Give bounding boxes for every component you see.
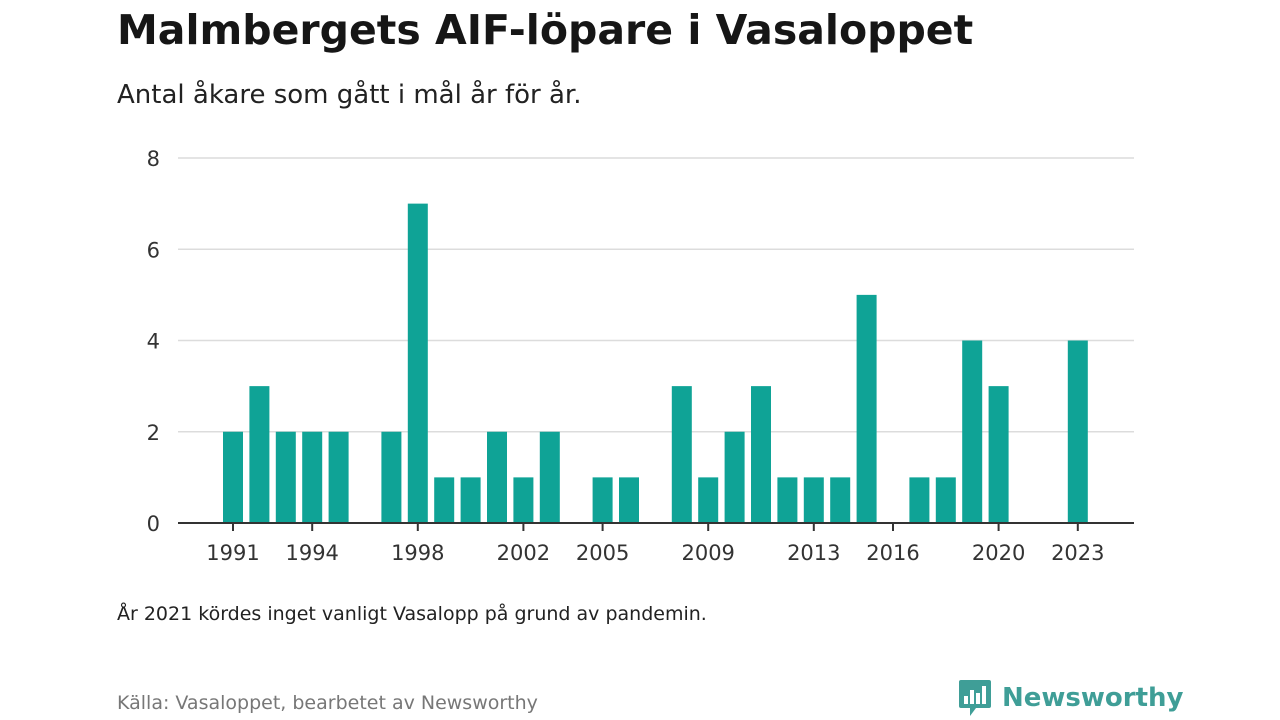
bar-2020 (988, 386, 1009, 523)
source-credit: Källa: Vasaloppet, bearbetet av Newswort… (117, 692, 538, 714)
axes: 0 2 4 6 8 1991 1994 1998 2002 2005 2009 2013 2016 202… (147, 147, 1134, 565)
y-tick-label: 8 (147, 147, 160, 171)
x-tick-label: 2002 (497, 541, 550, 565)
bar-2001 (487, 431, 507, 523)
bar-2019 (962, 340, 983, 523)
bar-2012 (777, 477, 798, 523)
chart-note: År 2021 kördes inget vanligt Vasalopp på… (117, 603, 707, 625)
y-tick-label: 0 (147, 512, 160, 536)
x-tick-label: 2020 (972, 541, 1025, 565)
y-tick-label: 4 (147, 330, 160, 354)
bar-1997 (381, 431, 402, 523)
newsworthy-logo-icon (959, 680, 991, 716)
bar-2008 (671, 386, 692, 523)
brand-name: Newsworthy (1002, 683, 1184, 713)
bar-2015 (856, 294, 877, 523)
x-tick-label: 2005 (576, 541, 629, 565)
x-tick-label: 2009 (681, 541, 734, 565)
bar-1992 (249, 386, 270, 523)
x-tick-label: 2023 (1051, 541, 1104, 565)
bar-1999 (434, 477, 455, 523)
bar-1993 (275, 431, 296, 523)
chart-title: Malmbergets AIF-löpare i Vasaloppet (117, 6, 974, 54)
x-tick-label: 2016 (866, 541, 919, 565)
x-tick-label: 1994 (285, 541, 338, 565)
y-tick-label: 2 (147, 421, 160, 445)
bar-1998 (407, 203, 428, 523)
bar-2014 (830, 477, 851, 523)
bar-2003 (539, 431, 560, 523)
bar-2023 (1067, 340, 1088, 523)
bar-2013 (803, 477, 824, 523)
x-tick-label: 1991 (206, 541, 259, 565)
bar-2000 (460, 477, 481, 523)
bar-2009 (698, 477, 719, 523)
x-tick-label: 1998 (391, 541, 444, 565)
bar-2005 (592, 477, 613, 523)
bar-1994 (302, 431, 323, 523)
bars (223, 203, 1088, 523)
bar-2010 (724, 431, 745, 523)
bar-1991 (223, 431, 243, 523)
bar-2011 (751, 386, 771, 523)
y-tick-label: 6 (147, 238, 160, 262)
chart-subtitle: Antal åkare som gått i mål år för år. (117, 80, 582, 110)
bar-2002 (513, 477, 534, 523)
bar-2017 (909, 477, 930, 523)
bar-chart: 0 2 4 6 8 1991 1994 1998 2002 2005 2009 2013 2016 202… (147, 147, 1134, 565)
bar-1995 (328, 431, 349, 523)
x-tick-label: 2013 (787, 541, 840, 565)
bar-2006 (619, 477, 639, 523)
brand-logo: Newsworthy (958, 678, 1183, 718)
bar-2018 (935, 477, 956, 523)
